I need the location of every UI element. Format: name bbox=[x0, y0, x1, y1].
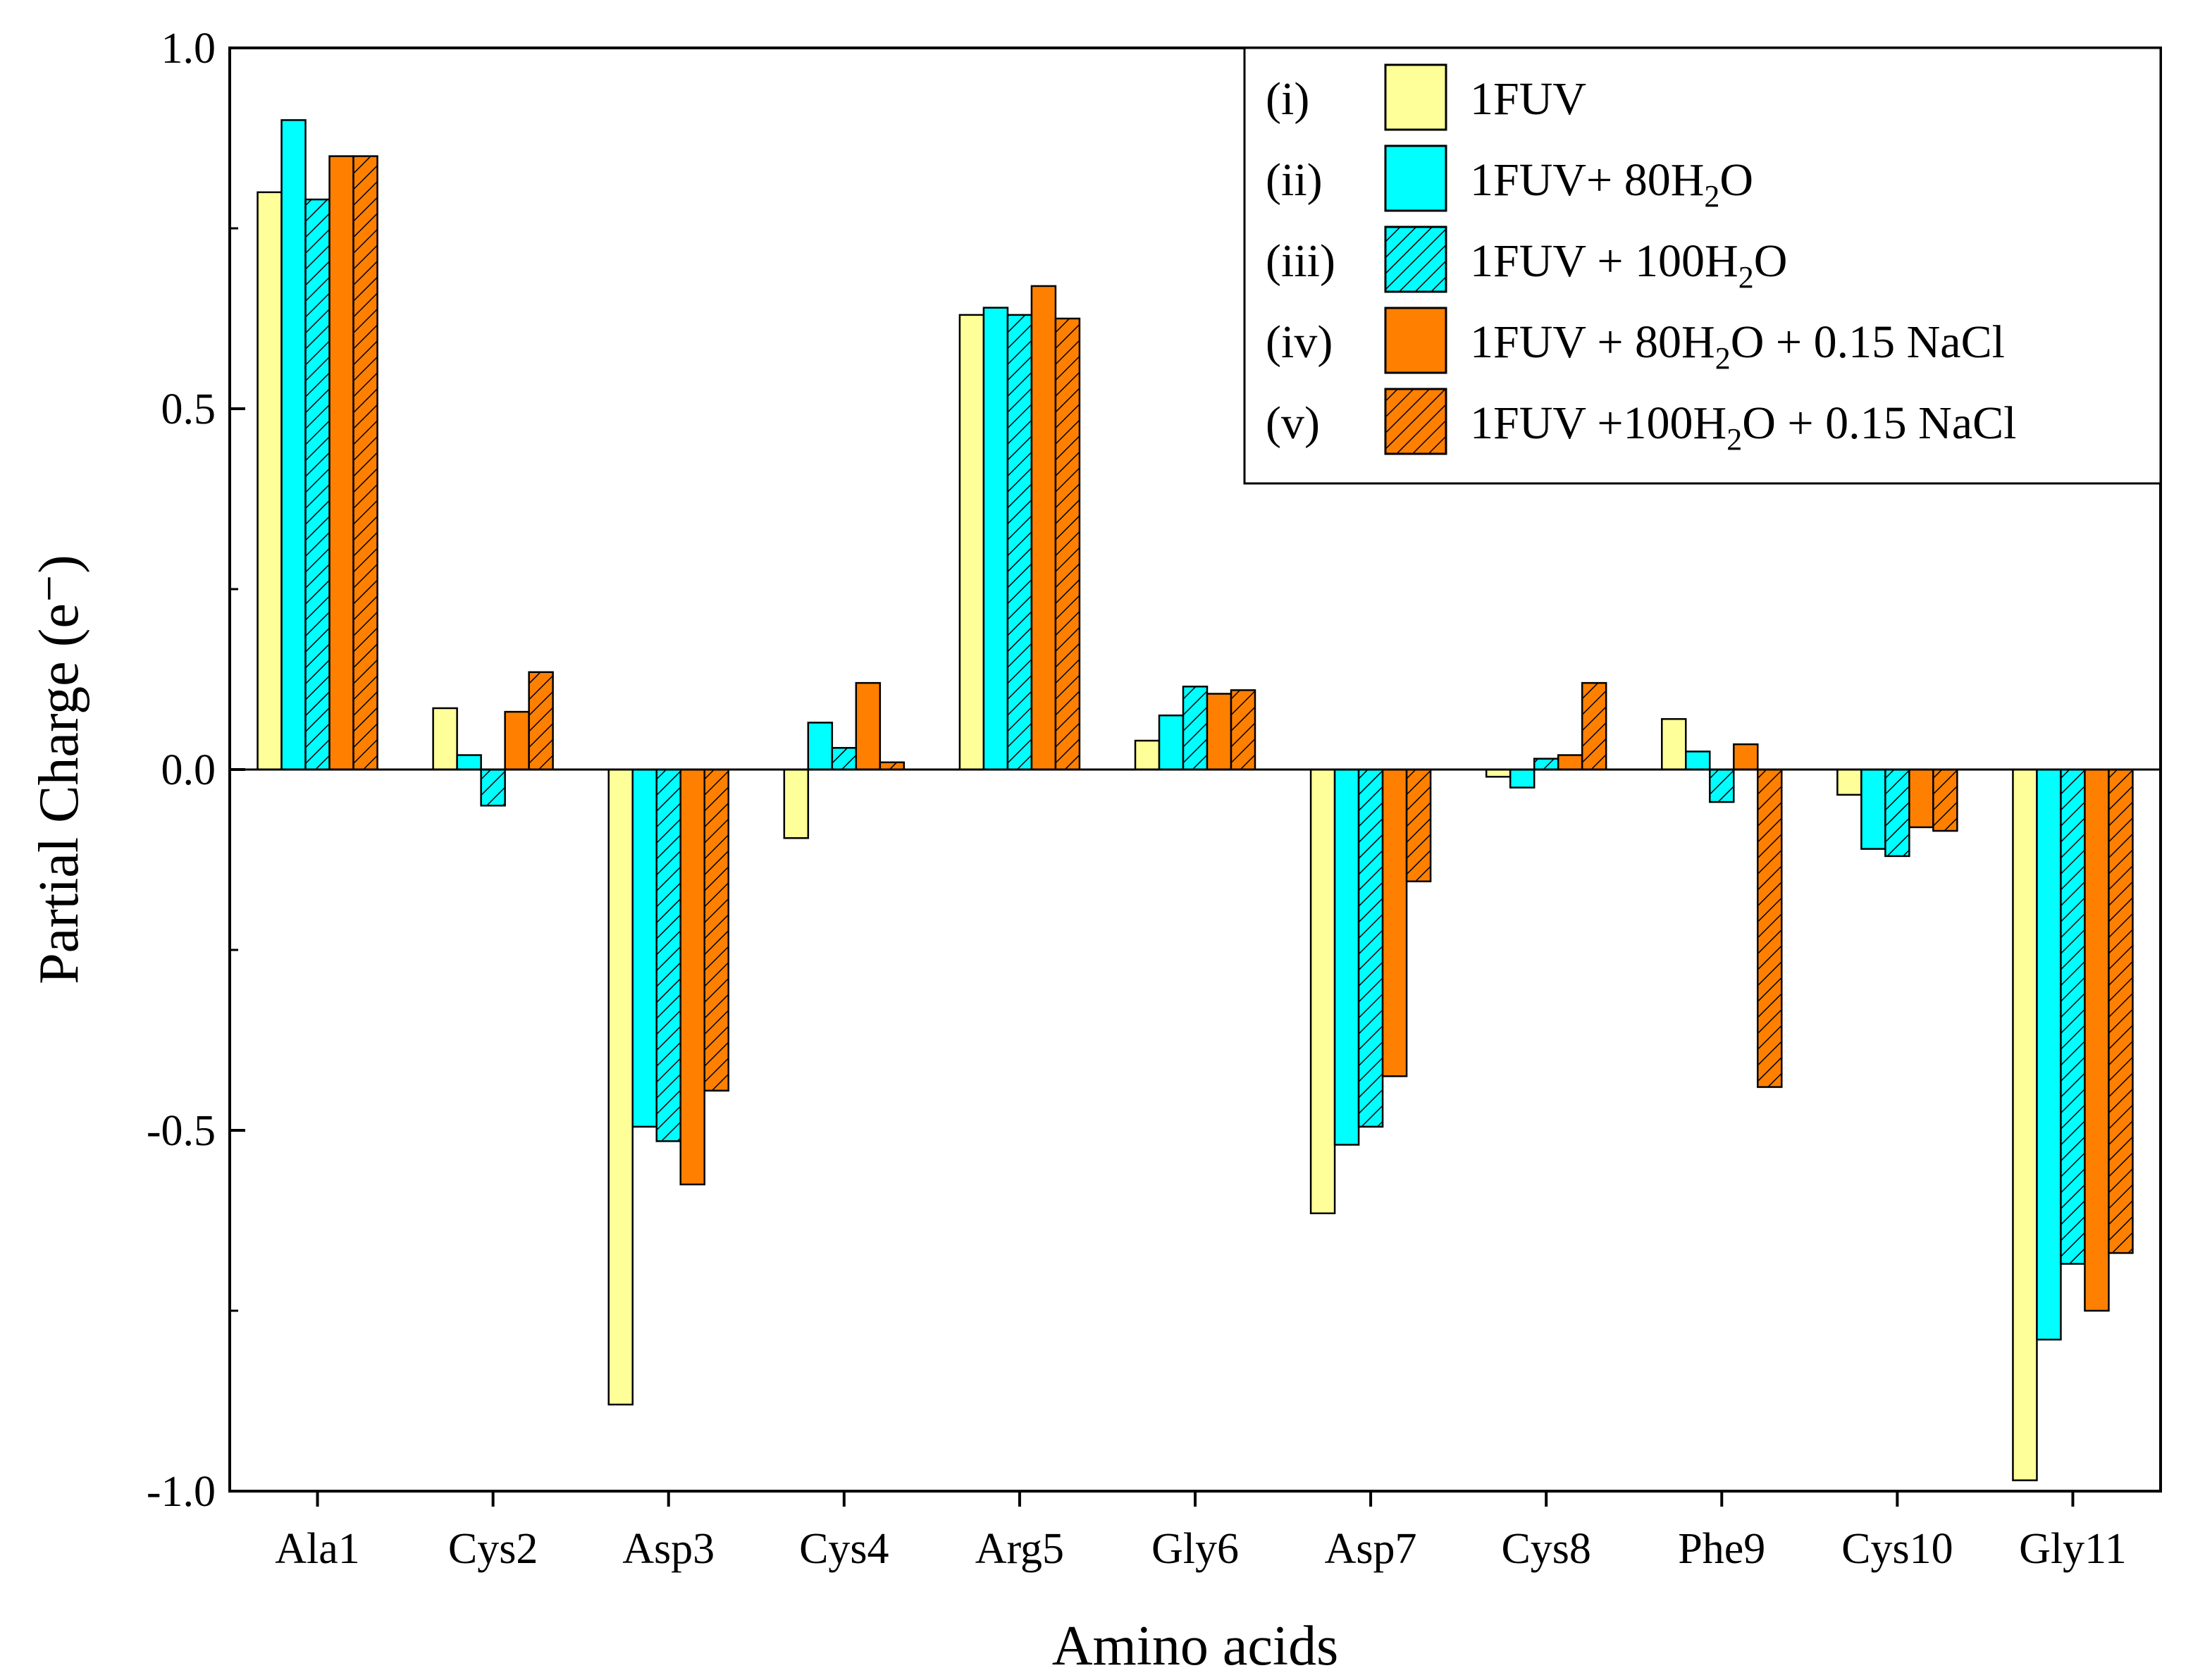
legend-swatch bbox=[1384, 226, 1447, 293]
legend-label: 1FUV+ 80H2O bbox=[1470, 154, 1753, 214]
bar-Gly11-series-1 bbox=[2012, 768, 2038, 1481]
y-tick-label: -0.5 bbox=[147, 1107, 216, 1155]
bar-Phe9-series-2 bbox=[1685, 751, 1711, 771]
axes-layer: 1.0 0.5 0.0 -0.5 -1.0 Ala1 Cys2 Asp3 Cys4 Arg5 Gly… bbox=[147, 25, 2161, 1573]
bar-Cys10-series-4 bbox=[1908, 768, 1934, 829]
bar-Gly6-series-3 bbox=[1182, 685, 1209, 771]
bar-Cys4-series-2 bbox=[807, 722, 834, 771]
bar-Ala1-series-4 bbox=[328, 155, 354, 771]
bar-Arg5-series-5 bbox=[1054, 317, 1081, 771]
legend-swatch bbox=[1384, 307, 1447, 374]
bar-Asp7-series-3 bbox=[1357, 768, 1384, 1128]
bar-Phe9-series-5 bbox=[1757, 768, 1783, 1088]
bar-Ala1-series-3 bbox=[304, 198, 331, 771]
bar-Cys10-series-5 bbox=[1932, 768, 1958, 832]
bar-Asp7-series-1 bbox=[1309, 768, 1336, 1215]
x-tick-label-Phe9: Phe9 bbox=[1678, 1525, 1765, 1573]
x-tick-label-Cys8: Cys8 bbox=[1501, 1525, 1590, 1573]
bar-Cys4-series-1 bbox=[783, 768, 810, 839]
bar-Gly6-series-2 bbox=[1158, 714, 1185, 771]
bar-Gly11-series-4 bbox=[2084, 768, 2110, 1312]
legend-index: (v) bbox=[1266, 397, 1320, 449]
bar-Arg5-series-4 bbox=[1030, 285, 1057, 771]
x-axis-title: Amino acids bbox=[1052, 1615, 1339, 1676]
bar-Phe9-series-4 bbox=[1733, 743, 1759, 771]
x-tick-label-Gly6: Gly6 bbox=[1151, 1525, 1239, 1573]
bars-layer bbox=[257, 119, 2134, 1481]
bar-Asp7-series-2 bbox=[1333, 768, 1360, 1146]
legend-swatch bbox=[1384, 388, 1447, 455]
legend-swatch bbox=[1384, 63, 1447, 131]
bar-Arg5-series-1 bbox=[958, 314, 985, 771]
bar-Asp3-series-3 bbox=[655, 768, 681, 1142]
bar-Cys8-series-3 bbox=[1533, 758, 1559, 771]
bar-Cys4-series-4 bbox=[855, 681, 882, 771]
bar-Cys10-series-2 bbox=[1860, 768, 1886, 850]
x-tick-label-Cys4: Cys4 bbox=[799, 1525, 889, 1573]
legend-index: (iii) bbox=[1266, 235, 1335, 287]
bar-Ala1-series-1 bbox=[257, 191, 283, 771]
bar-Phe9-series-3 bbox=[1709, 768, 1735, 803]
bar-Asp7-series-4 bbox=[1381, 768, 1408, 1077]
bar-Cys8-series-2 bbox=[1509, 768, 1536, 789]
bar-Asp7-series-5 bbox=[1405, 768, 1432, 882]
y-tick-label: 0.5 bbox=[161, 385, 216, 433]
y-tick-label: 1.0 bbox=[161, 25, 216, 73]
legend-label: 1FUV bbox=[1470, 73, 1586, 125]
bar-Arg5-series-2 bbox=[982, 307, 1009, 771]
x-tick-label-Gly11: Gly11 bbox=[2019, 1525, 2127, 1573]
bar-Phe9-series-1 bbox=[1661, 718, 1687, 771]
bar-Cys8-series-4 bbox=[1557, 754, 1583, 771]
y-tick-label: 0.0 bbox=[161, 746, 216, 794]
legend-label: 1FUV + 100H2O bbox=[1470, 235, 1787, 295]
bar-Gly6-series-1 bbox=[1134, 739, 1161, 771]
legend-index: (i) bbox=[1266, 73, 1309, 125]
y-axis-title: Partial Charge (e⁻) bbox=[28, 555, 90, 984]
bar-Ala1-series-2 bbox=[280, 119, 307, 771]
bar-Arg5-series-3 bbox=[1006, 314, 1033, 771]
legend-index: (ii) bbox=[1266, 154, 1323, 206]
bar-Cys4-series-3 bbox=[831, 747, 858, 771]
bar-Gly6-series-4 bbox=[1206, 693, 1233, 771]
bar-Cys2-series-2 bbox=[456, 754, 482, 771]
x-tick-label-Cys2: Cys2 bbox=[448, 1525, 538, 1573]
legend: (i) 1FUV (ii) 1FUV+ 80H2O (iii) 1FUV + 100H2O… bbox=[1243, 47, 2162, 485]
bar-Cys2-series-1 bbox=[432, 707, 458, 771]
bar-Cys2-series-5 bbox=[528, 671, 554, 771]
legend-swatch bbox=[1384, 144, 1447, 212]
bar-Cys8-series-1 bbox=[1485, 768, 1512, 778]
bar-Cys10-series-3 bbox=[1884, 768, 1910, 858]
bar-Cys2-series-4 bbox=[504, 710, 530, 771]
bar-Gly11-series-3 bbox=[2060, 768, 2086, 1265]
x-tick-label-Asp7: Asp7 bbox=[1325, 1525, 1417, 1573]
legend-label: 1FUV + 80H2O + 0.15 NaCl bbox=[1470, 316, 2005, 376]
bar-Cys4-series-5 bbox=[879, 761, 906, 771]
bar-Gly11-series-5 bbox=[2108, 768, 2134, 1254]
bar-Ala1-series-5 bbox=[352, 155, 378, 771]
bar-Cys2-series-3 bbox=[480, 768, 506, 807]
bar-Gly6-series-5 bbox=[1230, 689, 1256, 771]
bar-Asp3-series-4 bbox=[679, 768, 705, 1186]
legend-label: 1FUV +100H2O + 0.15 NaCl bbox=[1470, 397, 2016, 457]
bar-Gly11-series-2 bbox=[2036, 768, 2062, 1341]
x-tick-label-Cys10: Cys10 bbox=[1841, 1525, 1953, 1573]
x-tick-label-Asp3: Asp3 bbox=[622, 1525, 715, 1573]
bar-Cys8-series-5 bbox=[1581, 681, 1607, 771]
x-tick-label-Arg5: Arg5 bbox=[975, 1525, 1064, 1573]
bar-Asp3-series-1 bbox=[607, 768, 634, 1406]
bar-Asp3-series-5 bbox=[703, 768, 729, 1092]
y-tick-label: -1.0 bbox=[147, 1468, 216, 1516]
legend-index: (iv) bbox=[1266, 316, 1333, 368]
bar-Cys10-series-1 bbox=[1836, 768, 1862, 796]
x-tick-label-Ala1: Ala1 bbox=[275, 1525, 360, 1573]
bar-Asp3-series-2 bbox=[631, 768, 657, 1128]
